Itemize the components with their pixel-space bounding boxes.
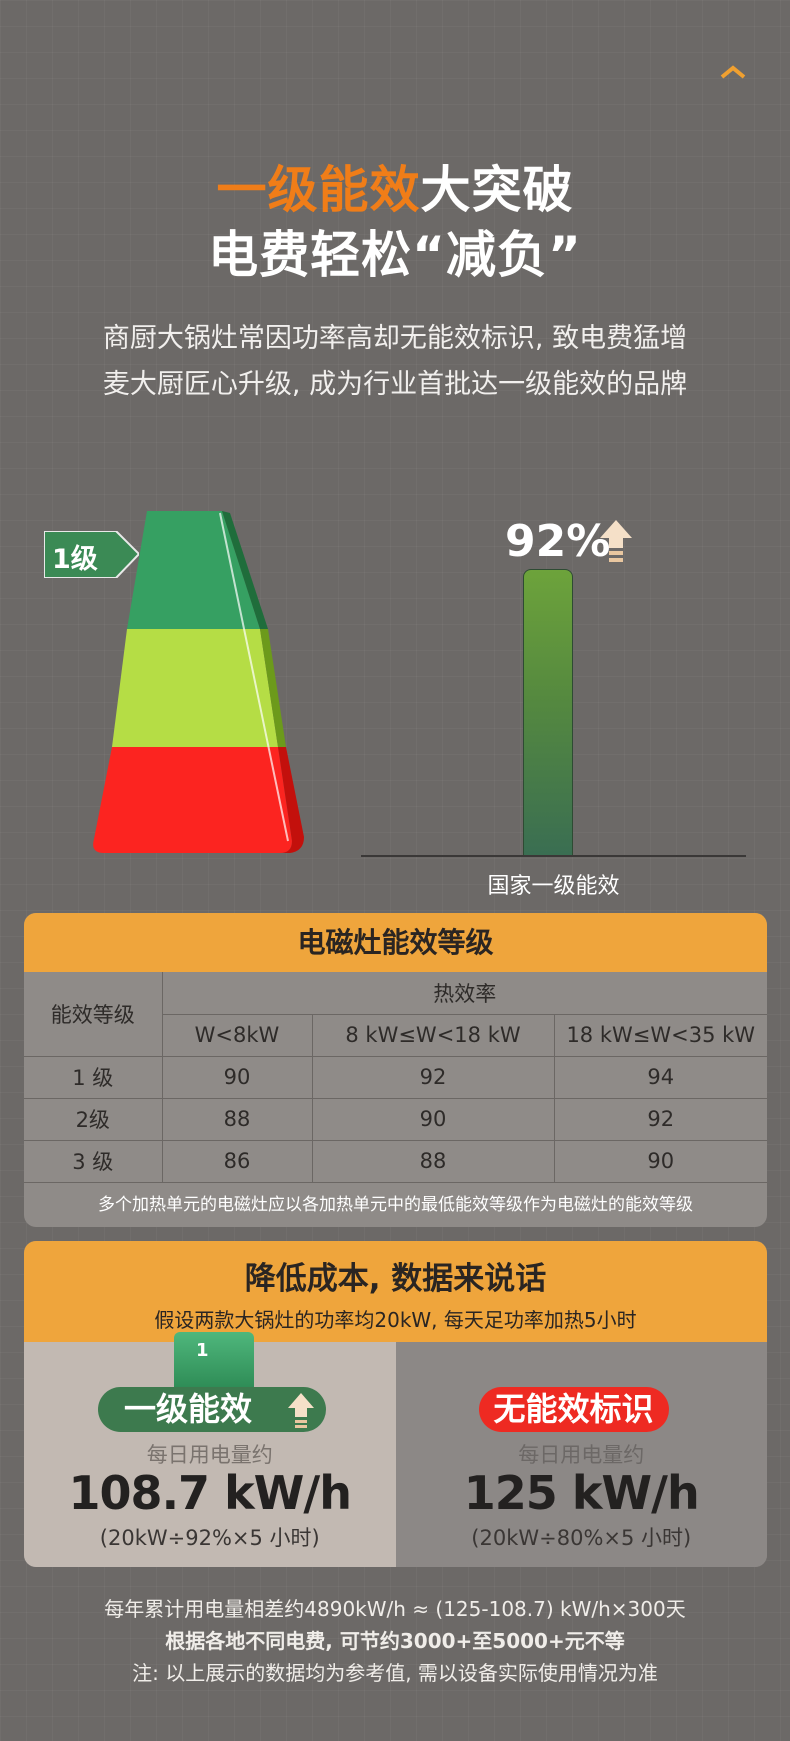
efficiency-percent: 92%	[505, 516, 611, 567]
grade-1-tag: 1级	[44, 531, 139, 578]
cost-card-title: 降低成本, 数据来说话	[244, 1261, 547, 1297]
bar-label: 国家一级能效	[487, 874, 620, 899]
grade-1-column: 1 一级能效 每日用电量约 108.7 kW/h (20kW÷92%×5 小时)	[24, 1332, 396, 1567]
efficiency-pyramid-graphic	[93, 511, 304, 853]
column-header: W<8kW	[162, 1013, 313, 1057]
daily-usage-value: 108.7 kW/h	[68, 1466, 352, 1520]
up-arrow-icon	[600, 520, 632, 562]
efficiency-grade-table: 能效等级 热效率 W<8kW 8 kW≤W<18 kW 18 kW≤W<35 k…	[24, 972, 767, 1183]
grade-cell: 1 级	[24, 1055, 163, 1099]
value-cell: 92	[311, 1055, 555, 1099]
efficiency-grade-table-card: 电磁灶能效等级 能效等级 热效率 W<8kW 8 kW≤W<18 kW 18 k…	[24, 913, 767, 1227]
value-cell: 90	[553, 1139, 767, 1183]
no-label-badge: 无能效标识	[478, 1387, 669, 1432]
title-highlight: 一级能效	[216, 161, 421, 219]
value-cell: 88	[161, 1097, 313, 1141]
grade-1-badge: 一级能效	[98, 1387, 326, 1432]
table-header-row: 能效等级 热效率	[24, 972, 767, 1057]
page-title: 一级能效大突破	[0, 150, 790, 222]
table-row: 2级 88 90 92	[24, 1097, 767, 1141]
table-row: 3 级 86 88 90	[24, 1139, 767, 1183]
title-rest: 大突破	[420, 161, 574, 219]
value-cell: 90	[311, 1097, 555, 1141]
table-subheader-row: W<8kW 8 kW≤W<18 kW 18 kW≤W<35 kW	[24, 1013, 767, 1057]
scroll-up-chevron-icon[interactable]	[720, 64, 746, 80]
subtitle-line: 商厨大锅灶常因功率高却无能效标识, 致电费猛增	[102, 323, 688, 354]
subtitle-line: 麦大厨匠心升级, 成为行业首批达一级能效的品牌	[102, 369, 688, 400]
grade-tag-label: 1级	[52, 544, 98, 575]
value-cell: 86	[161, 1139, 313, 1183]
grade-1-cube-icon: 1	[174, 1332, 254, 1387]
up-arrow-icon	[288, 1393, 314, 1428]
cost-card-header: 降低成本, 数据来说话 假设两款大锅灶的功率均20kW, 每天足功率加热5小时	[24, 1241, 767, 1342]
footer-annual-difference: 每年累计用电量相差约4890kW/h ≈ (125-108.7) kW/h×30…	[104, 1597, 686, 1621]
daily-usage-label: 每日用电量约	[518, 1443, 645, 1467]
page-title-line2: 电费轻松“减负”	[208, 226, 582, 284]
efficiency-header: 热效率	[161, 972, 767, 1015]
table-card-title: 电磁灶能效等级	[24, 913, 767, 972]
daily-usage-label: 每日用电量约	[146, 1443, 273, 1467]
table-row: 1 级 90 92 94	[24, 1055, 767, 1099]
value-cell: 92	[553, 1097, 767, 1141]
table-note: 多个加热单元的电磁灶应以各加热单元中的最低能效等级作为电磁灶的能效等级	[98, 1194, 693, 1215]
footer-savings: 根据各地不同电费, 可节约3000+至5000+元不等	[165, 1629, 625, 1653]
efficiency-bar	[523, 569, 573, 856]
usage-formula: (20kW÷80%×5 小时)	[471, 1526, 692, 1550]
daily-usage-value: 125 kW/h	[463, 1466, 700, 1520]
grade-header: 能效等级	[24, 972, 163, 1057]
column-header: 8 kW≤W<18 kW	[311, 1013, 555, 1057]
arrow-tag-icon	[44, 531, 139, 578]
no-label-column: 无能效标识 每日用电量约 125 kW/h (20kW÷80%×5 小时)	[395, 1342, 767, 1567]
footer-disclaimer: 注: 以上展示的数据均为参考值, 需以设备实际使用情况为准	[132, 1661, 658, 1685]
cost-comparison-card: 降低成本, 数据来说话 假设两款大锅灶的功率均20kW, 每天足功率加热5小时 …	[24, 1241, 767, 1567]
grade-cell: 3 级	[24, 1139, 163, 1183]
baseline-divider	[361, 855, 746, 857]
cube-label: 1	[196, 1340, 209, 1361]
grade-cell: 2级	[24, 1097, 163, 1141]
value-cell: 94	[553, 1055, 767, 1099]
usage-formula: (20kW÷92%×5 小时)	[99, 1526, 320, 1550]
column-header: 18 kW≤W<35 kW	[553, 1013, 767, 1057]
value-cell: 90	[161, 1055, 313, 1099]
cost-card-subtitle: 假设两款大锅灶的功率均20kW, 每天足功率加热5小时	[154, 1308, 637, 1332]
value-cell: 88	[311, 1139, 555, 1183]
